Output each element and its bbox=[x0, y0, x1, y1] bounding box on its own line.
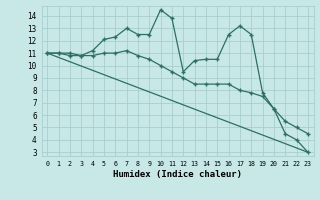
X-axis label: Humidex (Indice chaleur): Humidex (Indice chaleur) bbox=[113, 170, 242, 179]
